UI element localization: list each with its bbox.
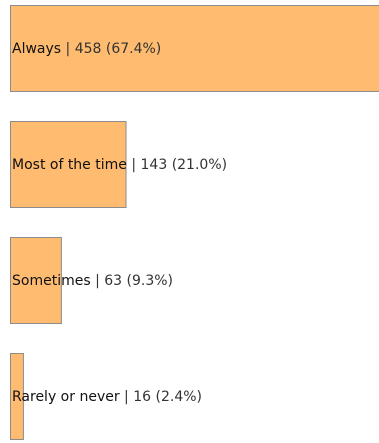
bar-most-of-the-time bbox=[10, 121, 127, 208]
bar-always bbox=[10, 5, 379, 92]
data-label-rarely-or-never: Rarely or never | 16 (2.4%) bbox=[12, 389, 202, 405]
label-group: Always | 458 (67.4%) Most of the time | 1… bbox=[12, 41, 227, 405]
bar-group bbox=[10, 5, 379, 440]
category-label: Always bbox=[12, 41, 61, 57]
category-label: Most of the time bbox=[12, 157, 127, 173]
data-label-most-of-the-time: Most of the time | 143 (21.0%) bbox=[12, 157, 227, 173]
value-label: 63 (9.3%) bbox=[104, 273, 173, 289]
label-separator: | bbox=[120, 389, 134, 405]
bar-rarely-or-never bbox=[10, 353, 24, 440]
value-label: 143 (21.0%) bbox=[141, 157, 228, 173]
label-separator: | bbox=[91, 273, 105, 289]
category-label: Rarely or never bbox=[12, 389, 120, 405]
label-separator: | bbox=[61, 41, 75, 57]
data-label-sometimes: Sometimes | 63 (9.3%) bbox=[12, 273, 173, 289]
data-label-always: Always | 458 (67.4%) bbox=[12, 41, 161, 57]
value-label: 16 (2.4%) bbox=[133, 389, 202, 405]
label-separator: | bbox=[127, 157, 141, 173]
bar-sometimes bbox=[10, 237, 62, 324]
value-label: 458 (67.4%) bbox=[75, 41, 162, 57]
category-label: Sometimes bbox=[12, 273, 91, 289]
